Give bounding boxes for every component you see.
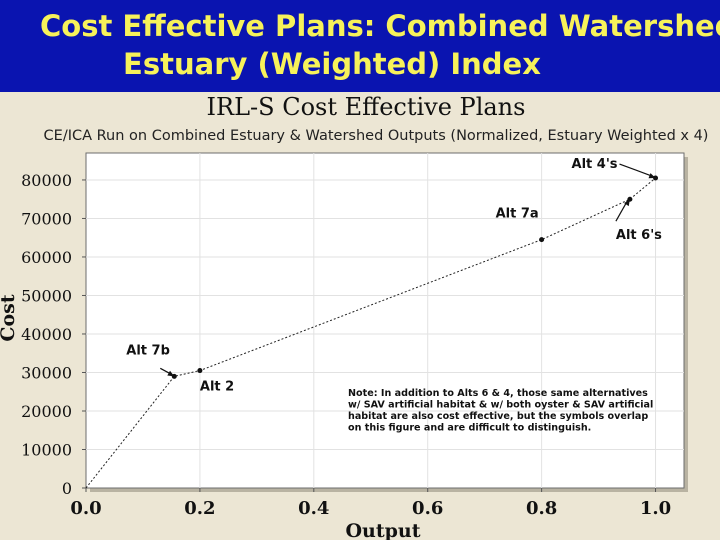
y-tick-label: 20000 [21, 402, 72, 421]
annotation-label: Alt 7b [126, 343, 170, 358]
annotation-arrowhead [167, 370, 175, 377]
chart-note-line: on this figure and are difficult to dist… [348, 423, 591, 434]
y-tick-label: 40000 [21, 325, 72, 344]
annotation-arrowhead [624, 199, 630, 207]
y-tick-label: 30000 [21, 363, 72, 382]
slide-header: Cost Effective Plans: Combined Watershed… [0, 0, 720, 92]
y-tick-label: 70000 [21, 209, 72, 228]
chart-note-line: Note: In addition to Alts 6 & 4, those s… [348, 388, 648, 399]
chart-note-line: w/ SAV artificial habitat & w/ both oyst… [348, 400, 653, 411]
plot-area [85, 152, 685, 489]
y-tick-label: 80000 [21, 171, 72, 190]
chart-title: IRL-S Cost Effective Plans [207, 93, 526, 121]
y-tick-label: 50000 [21, 286, 72, 305]
x-tick-label: 0.2 [184, 498, 215, 519]
annotation-arrowhead [648, 173, 656, 179]
annotation-arrow [619, 163, 655, 178]
annotation-label: Alt 6's [616, 228, 662, 243]
x-tick-label: 1.0 [640, 498, 671, 519]
y-tick-label: 0 [62, 479, 72, 498]
x-tick-label: 0.4 [298, 498, 329, 519]
annotation-label: Alt 2 [200, 380, 234, 395]
data-point [539, 237, 545, 243]
y-axis-label: Cost [0, 294, 19, 341]
series-line [85, 177, 656, 489]
data-point [197, 368, 203, 374]
x-tick-label: 0.6 [412, 498, 443, 519]
x-axis-label: Output [345, 520, 420, 540]
x-tick-label: 0.8 [526, 498, 557, 519]
chart-subtitle: CE/ICA Run on Combined Estuary & Watersh… [44, 128, 709, 144]
annotation-label: Alt 7a [496, 207, 539, 222]
x-tick-label: 0.0 [70, 498, 101, 519]
chart-note-line: habitat are also cost effective, but the… [348, 411, 648, 422]
y-tick-label: 10000 [21, 440, 72, 459]
y-tick-label: 60000 [21, 248, 72, 267]
slide-title-line-1: Cost Effective Plans: Combined Watershed [40, 9, 720, 43]
slide-title-line-2: Estuary (Weighted) Index [123, 47, 541, 81]
annotation-label: Alt 4's [572, 157, 618, 172]
